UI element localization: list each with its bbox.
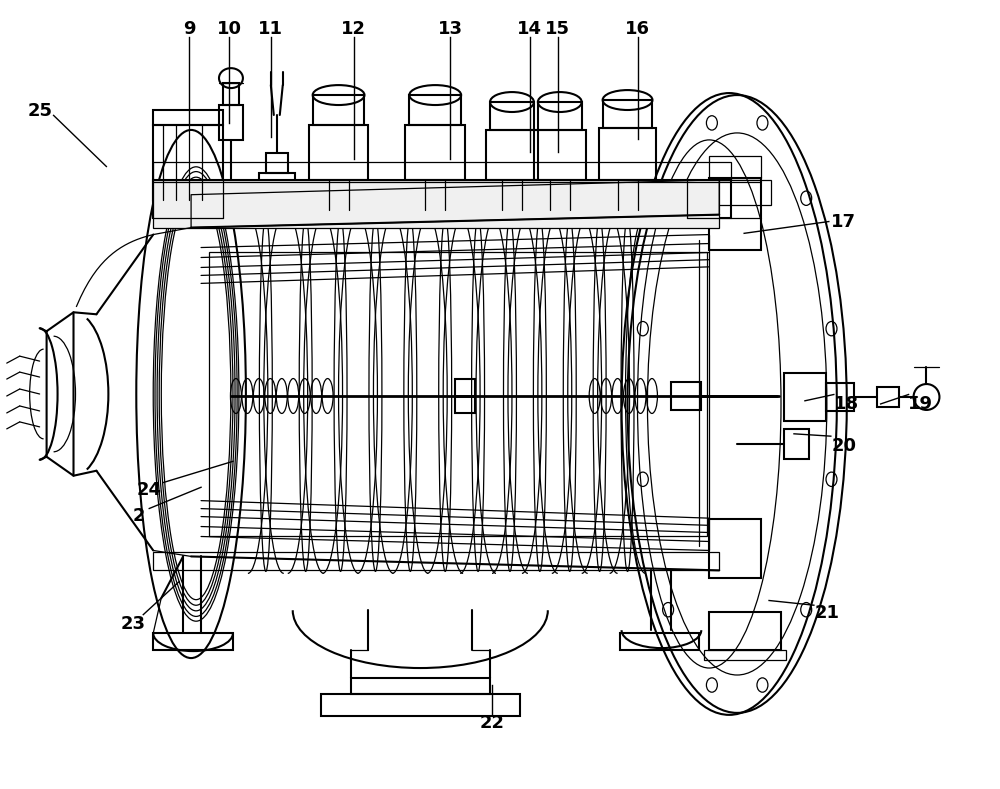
Text: 16: 16 <box>625 20 650 38</box>
Bar <box>223 83 239 105</box>
Bar <box>784 373 826 421</box>
Bar <box>709 518 761 578</box>
Bar <box>455 379 475 413</box>
Bar <box>259 173 295 198</box>
Bar <box>603 100 652 128</box>
Bar <box>219 105 243 140</box>
Text: 21: 21 <box>814 604 839 622</box>
Bar <box>709 180 771 204</box>
Bar <box>266 153 288 173</box>
Bar <box>538 102 582 130</box>
Text: 15: 15 <box>545 20 570 38</box>
Bar <box>153 180 731 218</box>
Bar <box>153 552 719 570</box>
Bar <box>709 612 781 650</box>
Bar <box>784 429 809 458</box>
Text: 14: 14 <box>517 20 542 38</box>
Bar <box>153 180 719 227</box>
Text: 24: 24 <box>137 481 162 499</box>
Bar <box>826 383 854 411</box>
Bar <box>153 633 233 650</box>
Text: 25: 25 <box>27 103 52 121</box>
Bar <box>671 382 701 410</box>
Bar <box>209 252 707 537</box>
Bar <box>709 178 761 249</box>
Bar <box>709 156 761 178</box>
Text: 19: 19 <box>908 395 933 413</box>
Bar <box>599 128 656 180</box>
Bar <box>877 387 899 407</box>
Bar <box>704 650 786 660</box>
Text: 2: 2 <box>133 507 146 525</box>
Text: 20: 20 <box>831 436 856 454</box>
Text: 18: 18 <box>834 395 859 413</box>
Bar <box>405 125 465 180</box>
Bar <box>351 678 490 694</box>
Bar <box>534 130 586 180</box>
Text: 9: 9 <box>183 20 195 38</box>
Text: 22: 22 <box>480 714 505 732</box>
Bar <box>490 102 534 130</box>
Bar <box>486 130 538 180</box>
Bar <box>321 694 520 716</box>
Bar <box>620 633 699 650</box>
Bar <box>313 95 364 125</box>
Text: 10: 10 <box>216 20 241 38</box>
Bar <box>153 162 731 180</box>
Text: 17: 17 <box>831 212 856 230</box>
Text: 11: 11 <box>258 20 283 38</box>
Text: 23: 23 <box>121 615 146 633</box>
Bar <box>153 125 223 200</box>
Bar <box>153 110 223 125</box>
Text: 12: 12 <box>341 20 366 38</box>
Text: 13: 13 <box>438 20 463 38</box>
Bar <box>309 125 368 180</box>
Bar <box>409 95 461 125</box>
